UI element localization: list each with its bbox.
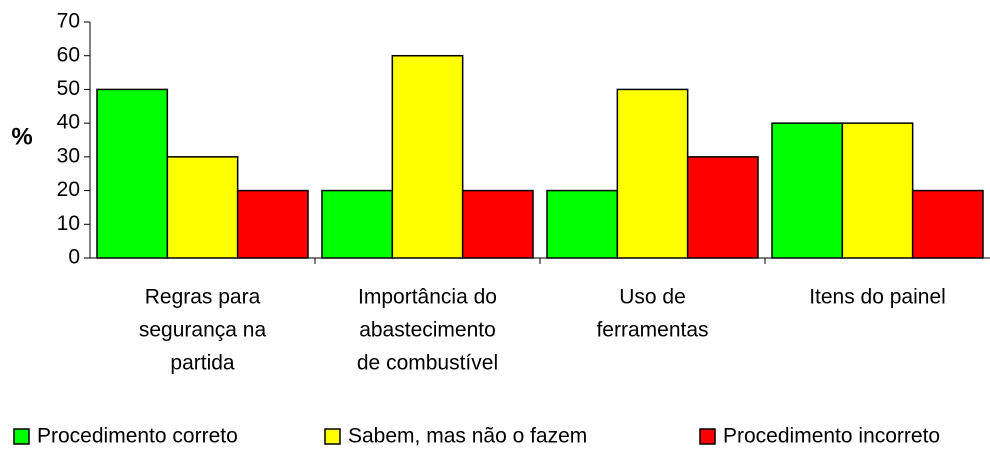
- y-tick-label: 70: [57, 10, 80, 33]
- bar: [96, 88, 169, 259]
- x-tick-label: segurança na: [139, 319, 267, 342]
- x-tick-label: partida: [170, 352, 235, 375]
- bar: [546, 189, 619, 259]
- bar: [166, 156, 239, 259]
- legend-swatch: [699, 428, 716, 445]
- y-tick-label: 20: [57, 178, 80, 201]
- x-tick-label: Itens do painel: [809, 286, 946, 309]
- bar: [236, 189, 309, 259]
- bar: [771, 122, 844, 259]
- legend-label: Sabem, mas não o fazem: [348, 425, 587, 448]
- x-tick-label: Uso de: [619, 286, 686, 309]
- y-tick-label: 10: [57, 212, 80, 235]
- legend-label: Procedimento correto: [37, 425, 238, 448]
- legend-label: Procedimento incorreto: [723, 425, 940, 448]
- x-tick-label: Regras para: [145, 286, 261, 309]
- y-tick-label: 0: [68, 246, 80, 269]
- bar: [841, 122, 914, 259]
- y-tick-label: 60: [57, 43, 80, 66]
- y-axis-label: %: [11, 123, 32, 150]
- legend-swatch: [324, 428, 341, 445]
- bar: [461, 189, 534, 259]
- x-tick-label: Importância do: [358, 286, 497, 309]
- y-tick-label: 30: [57, 144, 80, 167]
- y-tick-label: 50: [57, 77, 80, 100]
- x-tick-label: ferramentas: [596, 319, 708, 342]
- bar: [616, 88, 689, 259]
- bar: [686, 156, 759, 259]
- bar: [911, 189, 984, 259]
- x-tick-label: de combustível: [357, 352, 498, 375]
- bar: [321, 189, 394, 259]
- y-tick-label: 40: [57, 111, 80, 134]
- x-tick-label: abastecimento: [359, 319, 496, 342]
- legend-swatch: [13, 428, 30, 445]
- bar: [391, 54, 464, 259]
